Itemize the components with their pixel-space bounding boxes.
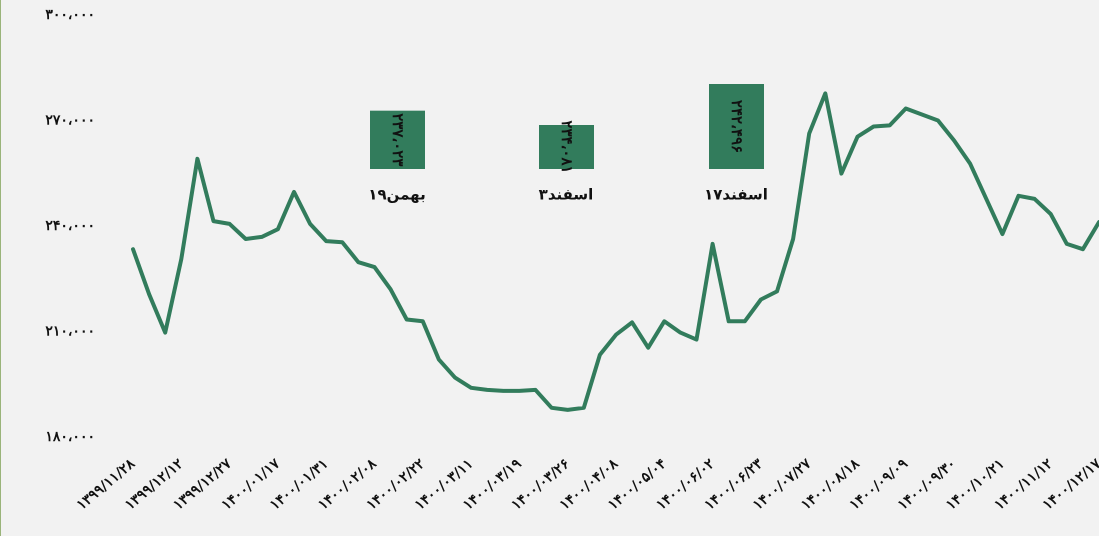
highlight-value: ۲۴۲،۴۹۶ [728,100,746,153]
highlight-bar [709,84,764,169]
highlight-bar [539,125,594,169]
y-tick-label: ۱۸۰،۰۰۰ [45,429,95,445]
y-tick-label: ۲۷۰،۰۰۰ [45,113,95,129]
y-tick-label: ۲۱۰،۰۰۰ [45,324,95,340]
line-series [131,91,1099,412]
y-tick-label: ۳۰۰،۰۰۰ [45,7,95,23]
highlight-label: ۳اسفند [539,186,594,204]
highlight-value: ۲۳۷،۰۲۳ [389,113,407,166]
highlight-bar [370,110,425,169]
highlight-label: ۱۹بهمن [368,186,425,204]
highlight-value: ۲۳۴،۰۸۱ [558,120,576,173]
y-tick-label: ۲۴۰،۰۰۰ [45,218,95,234]
highlight-label: ۱۷اسفند [704,186,768,204]
